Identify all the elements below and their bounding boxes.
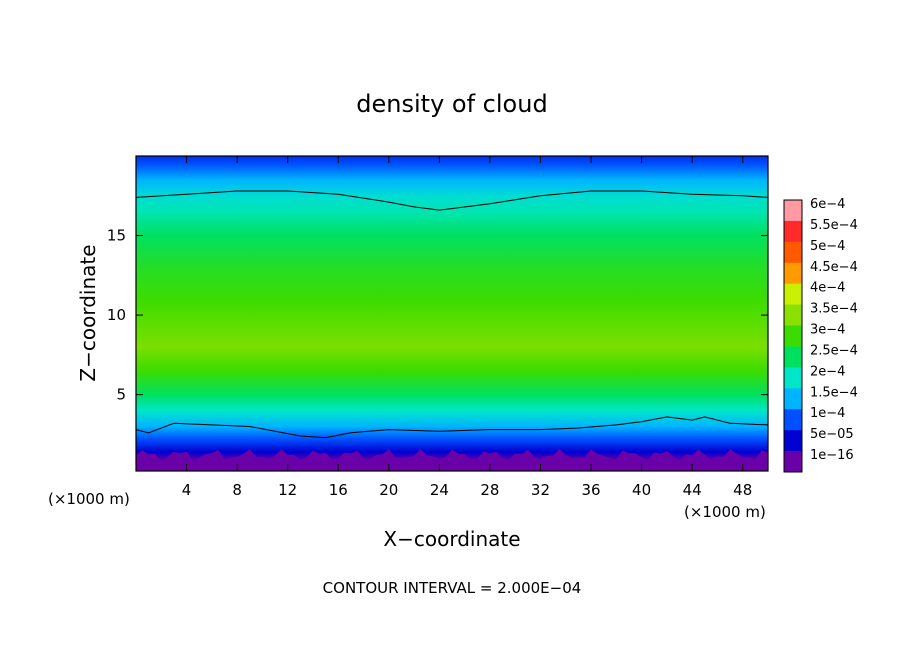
colorbar-label-2: 5e−4 xyxy=(810,239,845,254)
colorbar-label-1: 5.5e−4 xyxy=(810,218,858,233)
colorbar-label-9: 1.5e−4 xyxy=(810,385,858,400)
colorbar-label-3: 4.5e−4 xyxy=(810,260,858,275)
x-axis-label: X−coordinate xyxy=(383,527,520,551)
upper-depression xyxy=(335,156,475,190)
contour-line-0 xyxy=(136,190,768,211)
colorbar-swatch-1 xyxy=(784,220,802,243)
colorbar-label-4: 4e−4 xyxy=(810,281,845,296)
colorbar-swatch-10 xyxy=(784,409,802,431)
colorbar-label-12: 1e−16 xyxy=(810,448,854,463)
colorbar-swatch-12 xyxy=(784,451,802,473)
x-tick-label-8: 8 xyxy=(232,481,242,499)
x-tick-label-20: 20 xyxy=(379,481,398,499)
x-unit-left: (×1000 m) xyxy=(48,490,130,508)
contour-interval: CONTOUR INTERVAL = 2.000E−04 xyxy=(323,579,582,597)
colorbar-label-11: 5e−05 xyxy=(810,427,854,442)
chart-title: density of cloud xyxy=(356,90,547,118)
colorbar-frame xyxy=(783,199,803,473)
x-tick-label-44: 44 xyxy=(683,481,702,499)
y-tick-label-10: 10 xyxy=(107,306,126,324)
colorbar-swatch-0 xyxy=(784,200,802,222)
y-tick-label-5: 5 xyxy=(116,386,126,404)
x-tick-label-12: 12 xyxy=(278,481,297,499)
x-axis: 4 8 12 16 20 24 28 32 36 40 44 48 xyxy=(182,156,752,499)
colorbar-label-6: 3e−4 xyxy=(810,323,845,338)
contour-lines xyxy=(136,190,768,439)
colorbar-label-0: 6e−4 xyxy=(810,197,845,212)
colorbar: 6e−4 5.5e−4 5e−4 4.5e−4 4e−4 3.5e−4 3e−4 2.5e−4… xyxy=(783,197,858,473)
colorbar-swatch-6 xyxy=(784,325,802,347)
colorbar-swatch-9 xyxy=(784,388,802,410)
colorbar-label-7: 2.5e−4 xyxy=(810,344,858,359)
x-tick-label-32: 32 xyxy=(531,481,550,499)
x-tick-label-48: 48 xyxy=(733,481,752,499)
colorbar-swatch-4 xyxy=(784,283,802,306)
contour-line-1 xyxy=(136,416,768,439)
surface-layer-fill xyxy=(136,448,768,471)
colorbar-label-10: 1e−4 xyxy=(810,406,845,421)
colorbar-label-5: 3.5e−4 xyxy=(810,302,858,317)
x-tick-label-36: 36 xyxy=(581,481,600,499)
colorbar-swatch-5 xyxy=(784,304,802,326)
colorbar-swatch-3 xyxy=(784,262,802,285)
x-tick-label-24: 24 xyxy=(430,481,449,499)
x-tick-label-16: 16 xyxy=(329,481,348,499)
x-tick-label-28: 28 xyxy=(480,481,499,499)
colorbar-swatch-11 xyxy=(784,430,802,452)
colorbar-swatch-8 xyxy=(784,367,802,389)
x-tick-label-4: 4 xyxy=(182,481,192,499)
surface-layer xyxy=(136,448,768,471)
y-tick-label-15: 15 xyxy=(107,227,126,245)
colorbar-swatch-7 xyxy=(784,346,802,368)
x-unit-right: (×1000 m) xyxy=(684,503,766,521)
density-field xyxy=(136,156,768,471)
y-axis-label: Z−coordinate xyxy=(76,244,100,381)
plot-area xyxy=(136,156,768,471)
x-tick-label-40: 40 xyxy=(632,481,651,499)
colorbar-label-8: 2e−4 xyxy=(810,364,845,379)
colorbar-swatch-2 xyxy=(784,241,802,264)
plot-frame xyxy=(135,155,769,472)
y-axis: 5 10 15 xyxy=(107,227,768,404)
